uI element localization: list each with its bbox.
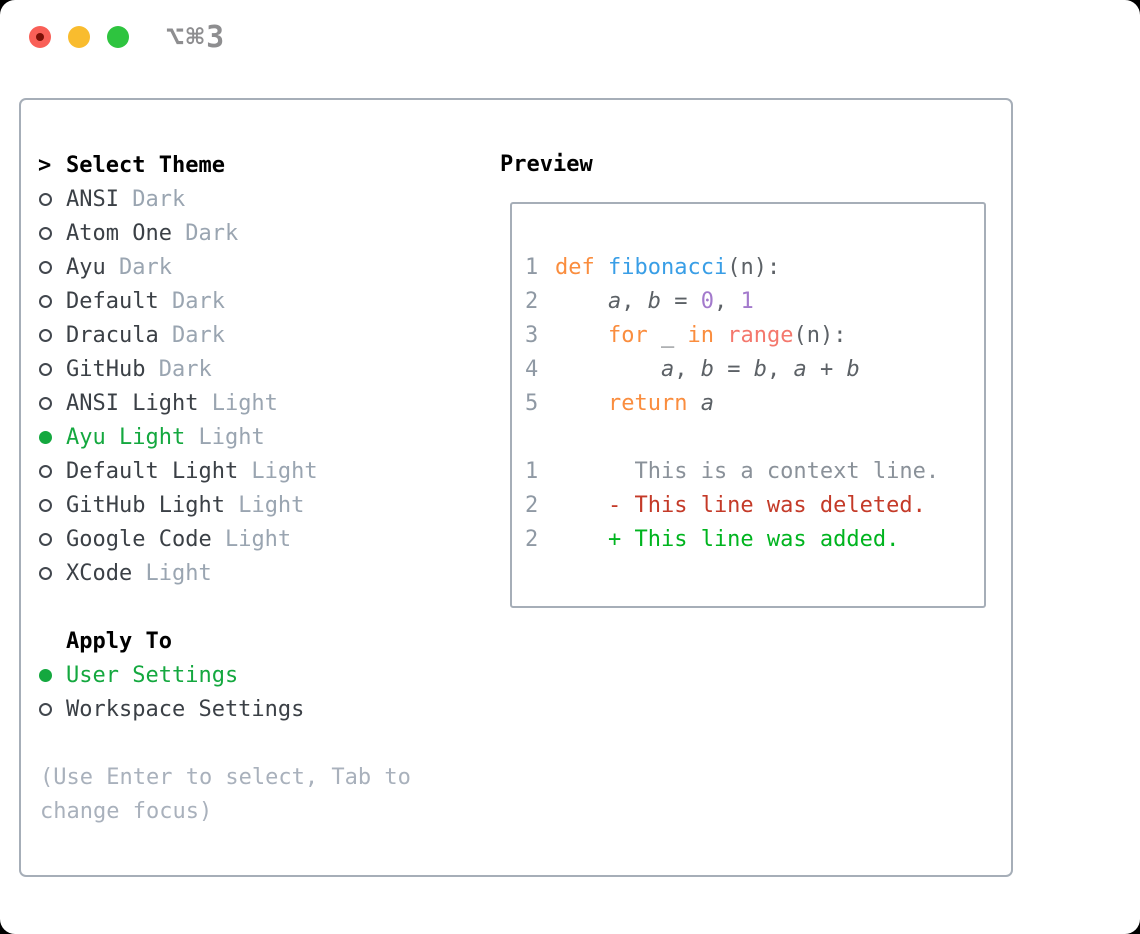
radio-icon <box>39 668 52 682</box>
theme-variant: Light <box>238 458 318 484</box>
line-number: 2 <box>525 288 539 314</box>
radio-icon <box>39 260 52 274</box>
select-theme-label: Select Theme <box>66 152 225 178</box>
preview-line-code: 3 for _ in range (n): <box>525 322 847 348</box>
radio-icon <box>39 498 52 512</box>
theme-variant: Dark <box>158 288 225 314</box>
theme-option-dracula[interactable]: Dracula Dark <box>38 318 411 352</box>
apply-option-label: User Settings <box>66 662 239 688</box>
apply-option-label: Workspace Settings <box>66 696 305 722</box>
radio-icon <box>39 226 52 240</box>
theme-variant: Dark <box>145 356 212 382</box>
spacer-row <box>38 726 411 760</box>
theme-variant: Light <box>211 526 292 552</box>
theme-name: Dracula <box>66 322 159 348</box>
theme-option-default[interactable]: Default Dark <box>38 284 411 318</box>
preview-line-context: 1 This is a context line. <box>525 458 940 484</box>
line-number: 5 <box>525 390 539 416</box>
theme-variant: Dark <box>171 220 239 246</box>
focus-caret-icon: > <box>38 152 52 178</box>
apply-option-workspace-settings[interactable]: Workspace Settings <box>38 692 411 726</box>
close-button[interactable] <box>29 26 51 48</box>
theme-name: GitHub Light <box>66 492 225 518</box>
radio-icon <box>39 294 52 308</box>
titlebar <box>29 26 129 48</box>
preview-line-code: 2 a, b = 0, 1 <box>525 288 754 314</box>
theme-option-atom-one[interactable]: Atom One Dark <box>38 216 411 250</box>
theme-name: Ayu <box>66 254 106 280</box>
radio-icon <box>39 532 52 546</box>
radio-icon <box>39 566 52 580</box>
theme-variant: Dark <box>158 322 225 348</box>
radio-icon <box>39 430 52 444</box>
theme-name: ANSI <box>66 186 119 212</box>
theme-variant: Dark <box>118 186 186 212</box>
left-column: > Select Theme ANSI Dark Atom One Dark Ayu D… <box>38 148 411 828</box>
window-title: ⌥⌘3 <box>166 20 227 55</box>
theme-name: ANSI Light <box>66 390 199 416</box>
theme-variant: Light <box>224 492 305 518</box>
radio-icon <box>39 702 52 716</box>
apply-option-user-settings[interactable]: User Settings <box>38 658 411 692</box>
line-number: 1 <box>525 458 539 484</box>
theme-name: Default <box>66 288 159 314</box>
apply-to-label: Apply To <box>66 628 172 654</box>
theme-name: Default Light <box>66 458 239 484</box>
preview-title: Preview <box>500 152 593 177</box>
theme-option-ansi-light[interactable]: ANSI Light Light <box>38 386 411 420</box>
select-theme-header: > Select Theme <box>38 148 411 182</box>
line-number: 4 <box>525 356 539 382</box>
theme-name: Ayu Light <box>66 424 186 450</box>
theme-variant: Light <box>198 390 278 416</box>
radio-icon <box>39 464 52 478</box>
theme-option-ansi[interactable]: ANSI Dark <box>38 182 411 216</box>
preview-line-code: 5 return a <box>525 390 714 416</box>
theme-name: Google Code <box>66 526 212 552</box>
preview-line-blank <box>525 420 939 454</box>
line-number: 2 <box>525 492 539 518</box>
theme-option-default-light[interactable]: Default Light Light <box>38 454 411 488</box>
theme-option-github-light[interactable]: GitHub Light Light <box>38 488 411 522</box>
theme-name: Atom One <box>66 220 172 246</box>
theme-variant: Light <box>132 560 212 586</box>
preview-line-added: 2 + This line was added. <box>525 526 900 552</box>
preview-line-code: 1 def fibonacci (n): <box>525 254 781 280</box>
radio-icon <box>39 192 52 206</box>
zoom-button[interactable] <box>107 26 129 48</box>
line-number: 2 <box>525 526 539 552</box>
main-panel <box>19 98 1013 877</box>
help-text: change focus) <box>40 798 213 824</box>
radio-icon <box>39 328 52 342</box>
unsaved-dot-icon <box>36 33 44 41</box>
theme-option-ayu[interactable]: Ayu Dark <box>38 250 411 284</box>
preview-box: 1 def fibonacci (n): 2 a, b = 0, 1 3 for _ i… <box>510 202 986 608</box>
theme-option-ayu-light[interactable]: Ayu Light Light <box>38 420 411 454</box>
theme-option-github[interactable]: GitHub Dark <box>38 352 411 386</box>
theme-name: GitHub <box>66 356 146 382</box>
theme-option-google-code[interactable]: Google Code Light <box>38 522 411 556</box>
theme-variant: Dark <box>105 254 172 280</box>
minimize-button[interactable] <box>68 26 90 48</box>
preview-code: 1 def fibonacci (n): 2 a, b = 0, 1 3 for _ i… <box>525 250 939 556</box>
theme-variant: Light <box>185 424 265 450</box>
line-number: 3 <box>525 322 539 348</box>
preview-line-code: 4 a, b = b, a + b <box>525 356 860 382</box>
spacer-row <box>38 590 411 624</box>
apply-to-header: Apply To <box>38 624 411 658</box>
help-text: (Use Enter to select, Tab to <box>40 764 411 790</box>
line-number: 1 <box>525 254 539 280</box>
theme-option-xcode[interactable]: XCode Light <box>38 556 411 590</box>
radio-icon <box>39 362 52 376</box>
preview-line-deleted: 2 - This line was deleted. <box>525 492 926 518</box>
radio-icon <box>39 396 52 410</box>
theme-name: XCode <box>66 560 133 586</box>
